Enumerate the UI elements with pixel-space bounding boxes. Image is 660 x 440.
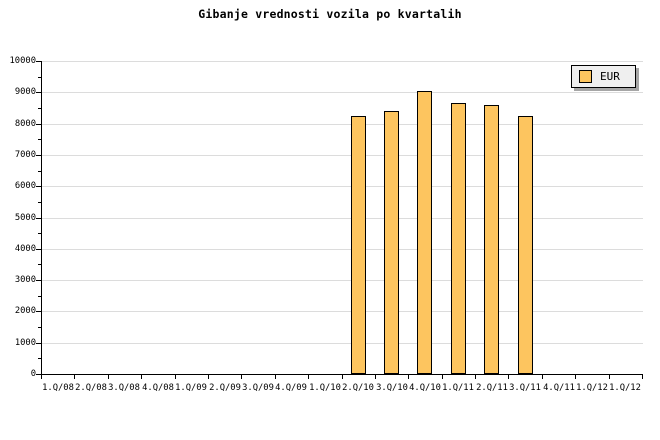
legend: EUR xyxy=(571,65,636,88)
y-axis-tick xyxy=(36,61,41,62)
y-axis-minor-tick xyxy=(38,295,41,297)
bar xyxy=(351,115,366,374)
x-axis-tick xyxy=(175,375,176,379)
y-axis-tick xyxy=(36,217,41,219)
y-axis-tick xyxy=(36,311,41,313)
bar xyxy=(417,90,432,374)
x-axis-label: 2.Q/10 xyxy=(342,383,374,393)
x-axis-tick xyxy=(241,375,242,379)
x-axis-label: 4.Q/09 xyxy=(275,383,307,393)
gridline xyxy=(42,186,643,188)
x-axis-label: 1.Q/12 xyxy=(576,383,608,393)
y-axis-label: 2000 xyxy=(14,306,36,317)
bar xyxy=(518,115,533,374)
y-axis-minor-tick xyxy=(38,327,41,329)
y-axis-minor-tick xyxy=(38,201,41,203)
y-axis-label: 0 xyxy=(30,369,36,379)
y-axis-label: 5000 xyxy=(14,212,36,223)
gridline xyxy=(42,280,643,282)
gridline xyxy=(42,61,643,62)
legend-label: EUR xyxy=(600,70,620,83)
x-axis-tick xyxy=(108,375,109,379)
gridline xyxy=(42,123,643,125)
y-axis-minor-tick xyxy=(38,76,41,78)
x-axis-tick xyxy=(575,375,576,379)
x-axis-label: 3.Q/11 xyxy=(509,383,541,393)
y-axis-minor-tick xyxy=(38,264,41,266)
x-axis-label: 1.Q/10 xyxy=(309,383,341,393)
y-axis-minor-tick xyxy=(38,107,41,109)
x-axis-tick xyxy=(375,375,376,379)
y-axis-tick xyxy=(36,92,41,94)
y-axis-minor-tick xyxy=(38,233,41,235)
x-axis-label: 4.Q/11 xyxy=(543,383,575,393)
gridline xyxy=(42,154,643,156)
bar xyxy=(484,104,499,374)
x-axis-label: 4.Q/08 xyxy=(142,383,174,393)
gridline xyxy=(42,311,643,313)
x-axis-label: 2.Q/11 xyxy=(476,383,508,393)
x-axis-tick xyxy=(342,375,343,379)
y-axis-label: 7000 xyxy=(14,149,36,160)
x-axis-tick xyxy=(74,375,75,379)
y-axis-label: 6000 xyxy=(14,181,36,192)
chart-title: Gibanje vrednosti vozila po kvartalih xyxy=(198,7,462,21)
y-axis-tick xyxy=(36,374,41,375)
x-axis-tick xyxy=(642,375,643,379)
x-axis-label: 3.Q/10 xyxy=(376,383,408,393)
plot-area xyxy=(41,61,643,375)
x-axis-tick xyxy=(609,375,610,379)
y-axis-label: 9000 xyxy=(14,87,36,98)
y-axis-label: 1000 xyxy=(14,337,36,348)
x-axis-label: 1.Q/11 xyxy=(442,383,474,393)
y-axis-label: 10000 xyxy=(9,56,36,66)
y-axis-tick xyxy=(36,154,41,156)
x-axis-label: 2.Q/08 xyxy=(75,383,107,393)
y-axis-minor-tick xyxy=(38,170,41,172)
x-axis-label: 3.Q/08 xyxy=(108,383,140,393)
x-axis-label: 1.Q/08 xyxy=(42,383,74,393)
y-axis-tick xyxy=(36,280,41,282)
x-axis-label: 1.Q/09 xyxy=(175,383,207,393)
x-axis-tick xyxy=(408,375,409,379)
y-axis-tick xyxy=(36,123,41,125)
y-axis-tick xyxy=(36,186,41,188)
y-axis-minor-tick xyxy=(38,139,41,141)
x-axis-label: 1.Q/12 xyxy=(609,383,641,393)
x-axis-tick xyxy=(442,375,443,379)
y-axis-tick xyxy=(36,248,41,250)
y-axis-label: 4000 xyxy=(14,243,36,254)
x-axis-tick xyxy=(141,375,142,379)
y-axis-label: 3000 xyxy=(14,275,36,286)
gridline xyxy=(42,248,643,250)
x-axis-tick xyxy=(208,375,209,379)
x-axis-label: 2.Q/09 xyxy=(209,383,241,393)
y-axis-minor-tick xyxy=(38,358,41,360)
x-axis-tick xyxy=(275,375,276,379)
y-axis-tick xyxy=(36,342,41,344)
x-axis-tick xyxy=(508,375,509,379)
x-axis-tick xyxy=(475,375,476,379)
gridline xyxy=(42,342,643,344)
x-axis-tick xyxy=(542,375,543,379)
x-axis-tick xyxy=(41,375,42,379)
bar xyxy=(451,103,466,374)
bar xyxy=(384,111,399,374)
eur-series-swatch-icon xyxy=(579,70,592,83)
x-axis-label: 3.Q/09 xyxy=(242,383,274,393)
gridline xyxy=(42,217,643,219)
x-axis-tick xyxy=(308,375,309,379)
x-axis-label: 4.Q/10 xyxy=(409,383,441,393)
y-axis-label: 8000 xyxy=(14,118,36,129)
gridline xyxy=(42,92,643,94)
